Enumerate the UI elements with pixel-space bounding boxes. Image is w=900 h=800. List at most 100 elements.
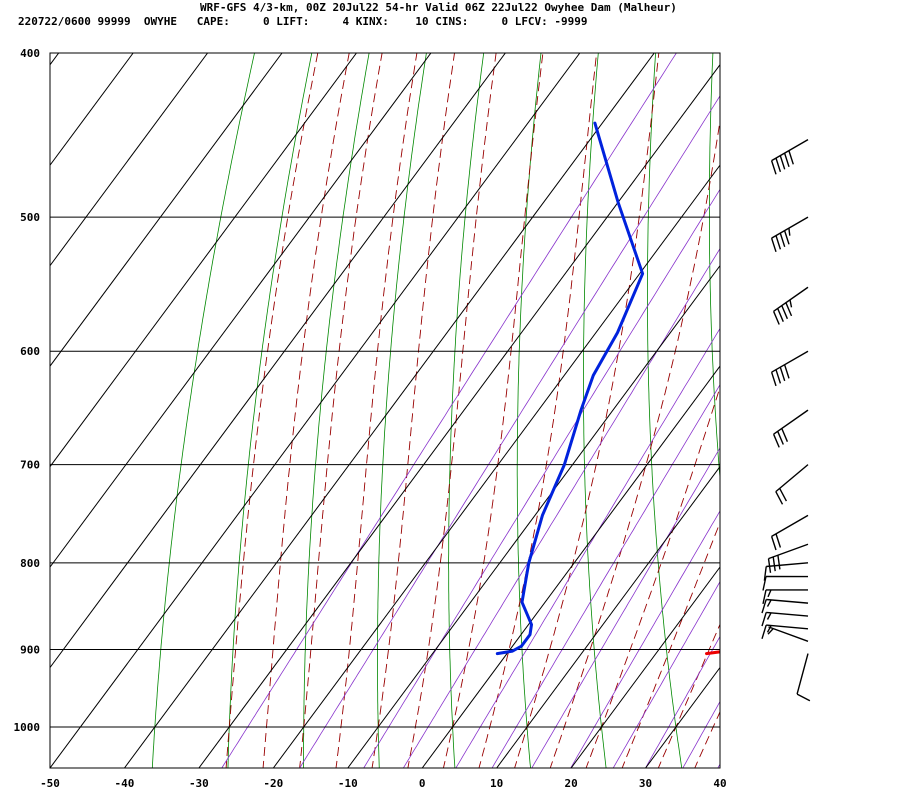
dewpoint-point bbox=[520, 645, 523, 648]
wind-barb bbox=[775, 464, 809, 505]
pressure-tick-label: 800 bbox=[20, 557, 40, 570]
dewpoint-point bbox=[617, 201, 619, 204]
pressure-tick-label: 500 bbox=[20, 211, 40, 224]
barb-staff bbox=[766, 624, 809, 630]
barb-feather bbox=[761, 599, 767, 614]
dry-adiabat bbox=[227, 53, 313, 768]
dewpoint-point bbox=[641, 272, 644, 275]
isotherm-line bbox=[50, 53, 432, 568]
wind-barb bbox=[762, 575, 809, 591]
isotherm-line bbox=[421, 365, 720, 768]
barb-feather bbox=[770, 160, 777, 175]
isotherm-line bbox=[50, 53, 357, 468]
temperature-point bbox=[743, 409, 745, 411]
barb-feather bbox=[770, 536, 777, 551]
moist-adiabat bbox=[407, 53, 497, 768]
temperature-tick-label: 0 bbox=[419, 777, 426, 790]
plot-frame bbox=[49, 52, 721, 769]
barb-feather bbox=[766, 599, 772, 607]
dry-adiabat bbox=[769, 15, 833, 770]
dry-adiabat bbox=[377, 53, 427, 768]
isotherm-line bbox=[719, 767, 720, 768]
temperature-tick-label: 20 bbox=[564, 777, 577, 790]
barb-staff bbox=[766, 562, 809, 568]
barb-feather bbox=[770, 371, 777, 387]
mixing-ratio-line bbox=[751, 15, 900, 770]
barb-feather bbox=[779, 155, 786, 170]
temperature-point bbox=[749, 613, 751, 615]
barb-staff bbox=[771, 139, 809, 162]
barb-staff bbox=[796, 653, 809, 695]
moist-adiabat bbox=[694, 710, 720, 768]
moist-adiabat bbox=[514, 53, 660, 768]
wind-barb bbox=[761, 624, 809, 640]
header: WRF-GFS 4/3-km, 00Z 20Jul22 54-hr Valid … bbox=[0, 0, 900, 40]
barb-feather bbox=[761, 624, 767, 640]
barb-feather bbox=[789, 299, 793, 308]
temperature-point bbox=[705, 652, 708, 655]
barb-feather bbox=[779, 488, 788, 502]
barb-feather bbox=[775, 157, 782, 173]
barb-feather bbox=[766, 612, 772, 620]
barb-staff bbox=[771, 514, 809, 538]
isotherm-line bbox=[347, 264, 720, 768]
barb-feather bbox=[775, 369, 782, 384]
temperature-point bbox=[730, 649, 732, 651]
barb-feather bbox=[775, 491, 784, 505]
wind-barb bbox=[767, 543, 809, 573]
pressure-tick-label: 600 bbox=[20, 345, 40, 358]
dry-adiabat bbox=[646, 53, 683, 768]
isotherm-line bbox=[198, 63, 720, 768]
barb-staff bbox=[771, 216, 809, 239]
dewpoint-point bbox=[580, 409, 582, 411]
barb-staff bbox=[773, 409, 809, 435]
dry-adiabat bbox=[828, 15, 900, 770]
dewpoint-point bbox=[594, 122, 596, 124]
temperature-tick-label: 30 bbox=[639, 777, 652, 790]
temperature-point bbox=[750, 464, 752, 466]
barb-feather bbox=[788, 150, 794, 165]
moist-adiabat bbox=[371, 53, 455, 768]
wind-barb bbox=[770, 350, 809, 387]
barb-feather bbox=[767, 589, 772, 598]
axis-ticks: 400 500 600 700 800 900 1000 -50 -40 -30 -20 -10 0 10… bbox=[14, 47, 727, 790]
temperature-tick-label: 10 bbox=[490, 777, 503, 790]
mixing-ratio-line bbox=[402, 247, 720, 768]
barb-staff bbox=[768, 543, 809, 560]
wind-barb bbox=[761, 611, 809, 627]
wind-barb bbox=[796, 653, 811, 702]
barb-feather bbox=[777, 431, 784, 445]
barb-feather bbox=[772, 433, 780, 448]
barb-staff bbox=[771, 350, 809, 373]
profiles bbox=[495, 121, 757, 656]
mixing-ratio-line bbox=[717, 763, 720, 768]
temperature-tick-label: 40 bbox=[713, 777, 726, 790]
barb-staff bbox=[775, 464, 809, 493]
mixing-ratio-line bbox=[363, 188, 720, 768]
barb-staff bbox=[768, 626, 809, 642]
barb-feather bbox=[783, 364, 790, 379]
barb-feather bbox=[788, 228, 791, 236]
wind-barb bbox=[767, 626, 809, 642]
dry-adiabat bbox=[303, 53, 370, 768]
pressure-tick-label: 400 bbox=[20, 47, 40, 60]
wind-barb bbox=[770, 139, 809, 175]
barb-staff bbox=[766, 598, 809, 604]
moist-adiabat bbox=[621, 521, 720, 768]
isotherm-line bbox=[50, 53, 134, 167]
temperature-point bbox=[755, 216, 757, 218]
temperature-point bbox=[729, 635, 731, 637]
dewpoint-point bbox=[496, 652, 499, 655]
barb-feather bbox=[779, 366, 786, 382]
moist-adiabat bbox=[225, 53, 319, 768]
isotherm-line bbox=[50, 53, 283, 367]
thermo-background bbox=[50, 15, 900, 770]
barb-feather bbox=[777, 308, 784, 322]
sounding-title: WRF-GFS 4/3-km, 00Z 20Jul22 54-hr Valid … bbox=[200, 1, 677, 14]
barb-staff bbox=[773, 286, 809, 312]
dry-adiabat bbox=[516, 53, 542, 768]
moist-adiabat bbox=[442, 53, 544, 768]
isotherm-line bbox=[496, 465, 720, 768]
barb-feather bbox=[763, 566, 767, 581]
moist-adiabat bbox=[478, 53, 598, 768]
